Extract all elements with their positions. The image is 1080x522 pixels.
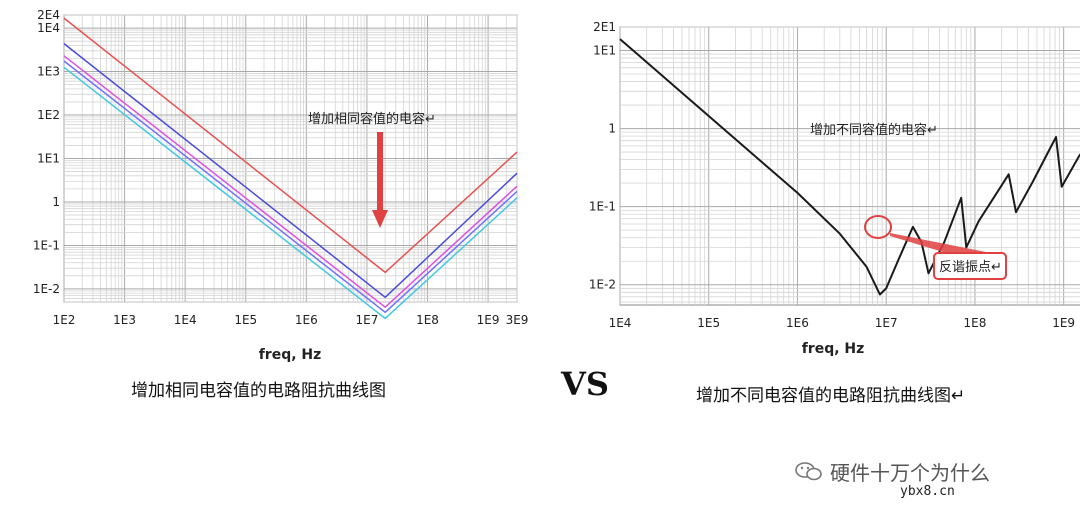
x-tick-label: 1E9 bbox=[1052, 316, 1075, 330]
y-tick-label: 1E2 bbox=[37, 108, 60, 122]
y-tick-label: 1E1 bbox=[37, 152, 60, 166]
wechat-icon bbox=[795, 462, 822, 481]
x-tick-label: 1E4 bbox=[609, 316, 632, 330]
brand-text: 硬件十万个为什么 bbox=[830, 461, 990, 485]
y-tick-label: 1E-1 bbox=[33, 238, 60, 252]
x-tick-label: 1E8 bbox=[416, 313, 439, 327]
series-line-5 bbox=[63, 66, 518, 320]
y-tick-label: 1E-2 bbox=[33, 282, 60, 296]
y-tick-label: 1E4 bbox=[37, 21, 60, 35]
series-line-3 bbox=[63, 55, 518, 308]
annotation-right: 增加不同容值的电容↵ bbox=[810, 122, 938, 138]
caption-right: 增加不同电容值的电路阻抗曲线图↵ bbox=[696, 386, 966, 406]
y-tick-label: 1 bbox=[608, 122, 616, 136]
callout-text: 反谐振点↵ bbox=[939, 260, 1002, 275]
callout-box bbox=[933, 252, 1007, 280]
chart-left: 1E2 1E3 1E4 1E5 1E6 1E7 1E8 1E9 3E9 2E41E41E31E2… bbox=[33, 8, 529, 363]
y-tick-label: 2E4 bbox=[37, 8, 60, 22]
y-tick-label: 1E1 bbox=[593, 44, 616, 58]
caption-left: 增加相同电容值的电路阻抗曲线图 bbox=[131, 381, 386, 401]
x-tick-label: 1E8 bbox=[964, 316, 987, 330]
x-axis-label-right: freq, Hz bbox=[802, 341, 865, 357]
x-tick-label: 1E2 bbox=[53, 313, 76, 327]
x-tick-label: 1E4 bbox=[174, 313, 197, 327]
y-tick-label: 1 bbox=[52, 195, 60, 209]
x-tick-label: 1E5 bbox=[234, 313, 257, 327]
y-tick-label: 2E1 bbox=[593, 20, 616, 34]
annotation-left: 增加相同容值的电容↵ bbox=[308, 111, 436, 127]
series-line-4 bbox=[63, 60, 518, 314]
vs-label: VS bbox=[561, 365, 609, 403]
x-tick-label: 3E9 bbox=[506, 313, 529, 327]
watermark-url: ybx8.cn bbox=[900, 484, 955, 499]
series-left bbox=[63, 17, 518, 320]
x-tick-label: 1E6 bbox=[786, 316, 809, 330]
callout-circle bbox=[864, 215, 892, 239]
plot-area-left: 1E2 1E3 1E4 1E5 1E6 1E7 1E8 1E9 3E9 2E41E41E31E2… bbox=[33, 8, 529, 327]
y-ticks-right: 2E1 1E1 1 1E-1 1E-2 bbox=[589, 20, 616, 292]
x-tick-label: 1E9 bbox=[477, 313, 500, 327]
y-tick-label: 1E-2 bbox=[589, 278, 616, 292]
x-ticks-left: 1E2 1E3 1E4 1E5 1E6 1E7 1E8 1E9 3E9 bbox=[53, 313, 529, 327]
x-tick-label: 1E3 bbox=[113, 313, 136, 327]
x-tick-label: 1E7 bbox=[355, 313, 378, 327]
x-tick-label: 1E6 bbox=[295, 313, 318, 327]
y-tick-label: 1E3 bbox=[37, 65, 60, 79]
red-arrow-icon bbox=[372, 132, 388, 228]
callout-right: 反谐振点↵ bbox=[864, 215, 1007, 280]
series-line-1 bbox=[63, 17, 518, 274]
series-line-2 bbox=[63, 43, 518, 299]
y-tick-label: 1E-1 bbox=[589, 200, 616, 214]
x-tick-label: 1E5 bbox=[697, 316, 720, 330]
x-axis-label-left: freq, Hz bbox=[259, 347, 322, 363]
x-tick-label: 1E7 bbox=[875, 316, 898, 330]
grid-left bbox=[63, 14, 518, 303]
